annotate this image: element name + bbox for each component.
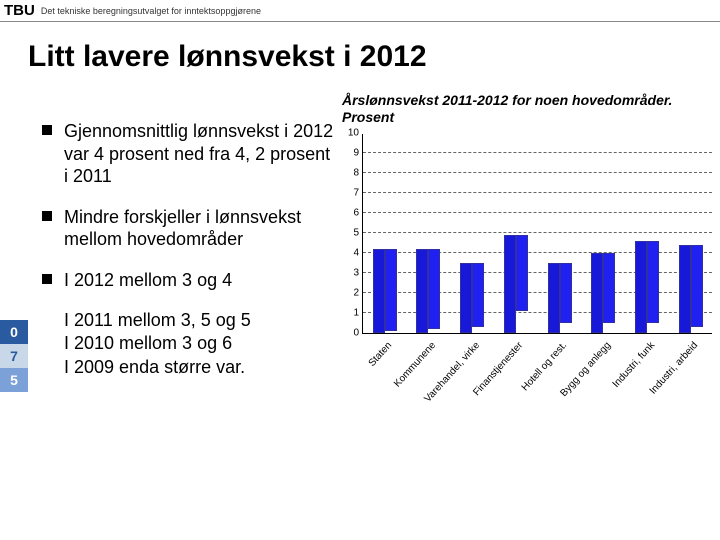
- bullet-item: Mindre forskjeller i lønnsvekst mellom h…: [14, 206, 336, 251]
- y-tick-label: 4: [345, 247, 359, 258]
- bar-2012: [603, 253, 615, 323]
- bar-2011: [679, 245, 691, 333]
- header-logo: TBU: [4, 2, 35, 19]
- bar-2012: [428, 249, 440, 329]
- header-bar: TBU Det tekniske beregningsutvalget for …: [0, 0, 720, 22]
- bar-2012: [647, 241, 659, 323]
- gridline: [363, 152, 712, 153]
- bullet-marker: [42, 125, 52, 135]
- bar-2012: [385, 249, 397, 331]
- x-label: Kommunene: [392, 340, 438, 389]
- side-deco-cell: 7: [0, 344, 28, 368]
- y-tick-label: 6: [345, 207, 359, 218]
- bar-pair: [373, 249, 397, 333]
- left-column: Gjennomsnittlig lønnsvekst i 2012 var 4 …: [14, 92, 336, 424]
- page-title: Litt lavere lønnsvekst i 2012: [0, 22, 720, 82]
- y-tick-label: 9: [345, 147, 359, 158]
- sub-line: I 2011 mellom 3, 5 og 5: [64, 309, 336, 332]
- x-label: Staten: [367, 340, 395, 369]
- bar-2011: [416, 249, 428, 333]
- bar-2011: [548, 263, 560, 333]
- y-tick-label: 5: [345, 227, 359, 238]
- bar-2012: [472, 263, 484, 327]
- side-deco-cell: 5: [0, 368, 28, 392]
- y-tick-label: 0: [345, 327, 359, 338]
- gridline: [363, 292, 712, 293]
- chart-title: Årslønnsvekst 2011-2012 for noen hovedom…: [342, 92, 712, 126]
- x-label: Industri, funk: [610, 340, 656, 390]
- sub-line: I 2010 mellom 3 og 6: [64, 332, 336, 355]
- bullet-marker: [42, 274, 52, 284]
- chart-x-labels: StatenKommuneneVarehandel, virkeFinanstj…: [362, 334, 712, 424]
- y-tick-label: 1: [345, 307, 359, 318]
- gridline: [363, 312, 712, 313]
- bar-chart: 012345678910: [362, 134, 712, 334]
- bar-pair: [635, 241, 659, 333]
- y-tick-label: 2: [345, 287, 359, 298]
- bar-2011: [635, 241, 647, 333]
- x-label: Hotell og rest.: [520, 340, 569, 393]
- gridline: [363, 212, 712, 213]
- bullet-item: I 2012 mellom 3 og 4: [14, 269, 336, 292]
- side-deco-cell: 0: [0, 320, 28, 344]
- y-tick-label: 8: [345, 167, 359, 178]
- bar-pair: [591, 253, 615, 333]
- bullet-marker: [42, 211, 52, 221]
- bullet-item: Gjennomsnittlig lønnsvekst i 2012 var 4 …: [14, 120, 336, 188]
- bar-2012: [516, 235, 528, 311]
- bar-2011: [460, 263, 472, 333]
- side-decoration: 075: [0, 320, 28, 392]
- bar-pair: [504, 235, 528, 333]
- bar-pair: [460, 263, 484, 333]
- bar-2011: [373, 249, 385, 333]
- bar-pair: [548, 263, 572, 333]
- y-tick-label: 3: [345, 267, 359, 278]
- bar-pair: [679, 245, 703, 333]
- y-tick-label: 7: [345, 187, 359, 198]
- sub-lines: I 2011 mellom 3, 5 og 5I 2010 mellom 3 o…: [14, 309, 336, 379]
- bar-2012: [691, 245, 703, 327]
- header-subtitle: Det tekniske beregningsutvalget for innt…: [41, 6, 261, 16]
- bar-pair: [416, 249, 440, 333]
- y-tick-label: 10: [345, 127, 359, 138]
- content-area: Gjennomsnittlig lønnsvekst i 2012 var 4 …: [0, 82, 720, 424]
- sub-line: I 2009 enda større var.: [64, 356, 336, 379]
- gridline: [363, 252, 712, 253]
- bullet-text: Gjennomsnittlig lønnsvekst i 2012 var 4 …: [64, 120, 336, 188]
- gridline: [363, 232, 712, 233]
- bar-2011: [591, 253, 603, 333]
- bar-2011: [504, 235, 516, 333]
- bullet-text: Mindre forskjeller i lønnsvekst mellom h…: [64, 206, 336, 251]
- right-column: Årslønnsvekst 2011-2012 for noen hovedom…: [336, 92, 712, 424]
- gridline: [363, 272, 712, 273]
- gridline: [363, 192, 712, 193]
- bar-2012: [560, 263, 572, 323]
- bullet-text: I 2012 mellom 3 og 4: [64, 269, 232, 292]
- gridline: [363, 172, 712, 173]
